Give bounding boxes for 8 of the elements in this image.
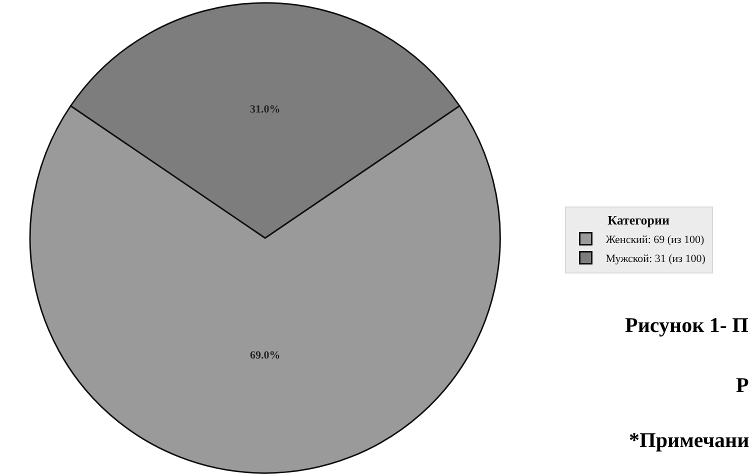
data-label: 31.0%	[250, 103, 280, 116]
legend-title: Категории	[608, 212, 670, 228]
legend-label: Женский: 69 (из 100)	[606, 234, 705, 246]
text: Рисунок 1- П	[625, 313, 748, 337]
legend-label: Мужской: 31 (из 100)	[606, 253, 706, 266]
data-label: 69.0%	[250, 350, 280, 362]
text: *Примечани	[629, 428, 750, 452]
text: Р	[736, 373, 749, 397]
